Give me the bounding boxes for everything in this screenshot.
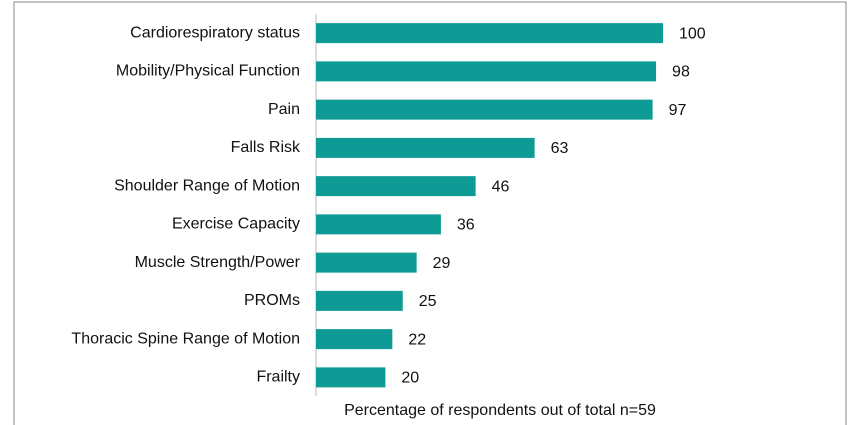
y-tick-label: Pain <box>268 101 300 118</box>
value-label: 22 <box>408 331 426 348</box>
value-label: 46 <box>492 178 510 195</box>
value-label: 36 <box>457 217 475 234</box>
value-label: 100 <box>679 25 706 42</box>
bar <box>316 367 386 388</box>
bar <box>316 176 476 197</box>
y-tick-label: Shoulder Range of Motion <box>114 177 300 194</box>
value-label: 25 <box>419 293 437 310</box>
y-tick-label: Falls Risk <box>231 139 301 156</box>
bar <box>316 252 417 273</box>
bar <box>316 61 657 82</box>
y-tick-label: Mobility/Physical Function <box>116 63 300 80</box>
bar <box>316 329 393 350</box>
bar <box>316 99 653 120</box>
value-label: 63 <box>551 140 569 157</box>
bar <box>316 290 403 311</box>
bar <box>316 137 535 158</box>
frame <box>13 1 847 425</box>
value-label: 97 <box>669 102 687 119</box>
value-label: 98 <box>672 64 690 81</box>
bar <box>316 23 663 44</box>
value-label: 20 <box>401 370 419 387</box>
y-tick-label: Exercise Capacity <box>172 216 300 233</box>
y-tick-label: Muscle Strength/Power <box>135 254 301 271</box>
value-label: 29 <box>433 255 451 272</box>
y-tick-label: Frailty <box>256 369 300 386</box>
y-tick-label: Thoracic Spine Range of Motion <box>71 330 300 347</box>
y-tick-label: Cardiorespiratory status <box>130 24 300 41</box>
y-tick-label: PROMs <box>244 292 300 309</box>
x-axis-label: Percentage of respondents out of total n… <box>344 402 656 419</box>
bar <box>316 214 441 235</box>
